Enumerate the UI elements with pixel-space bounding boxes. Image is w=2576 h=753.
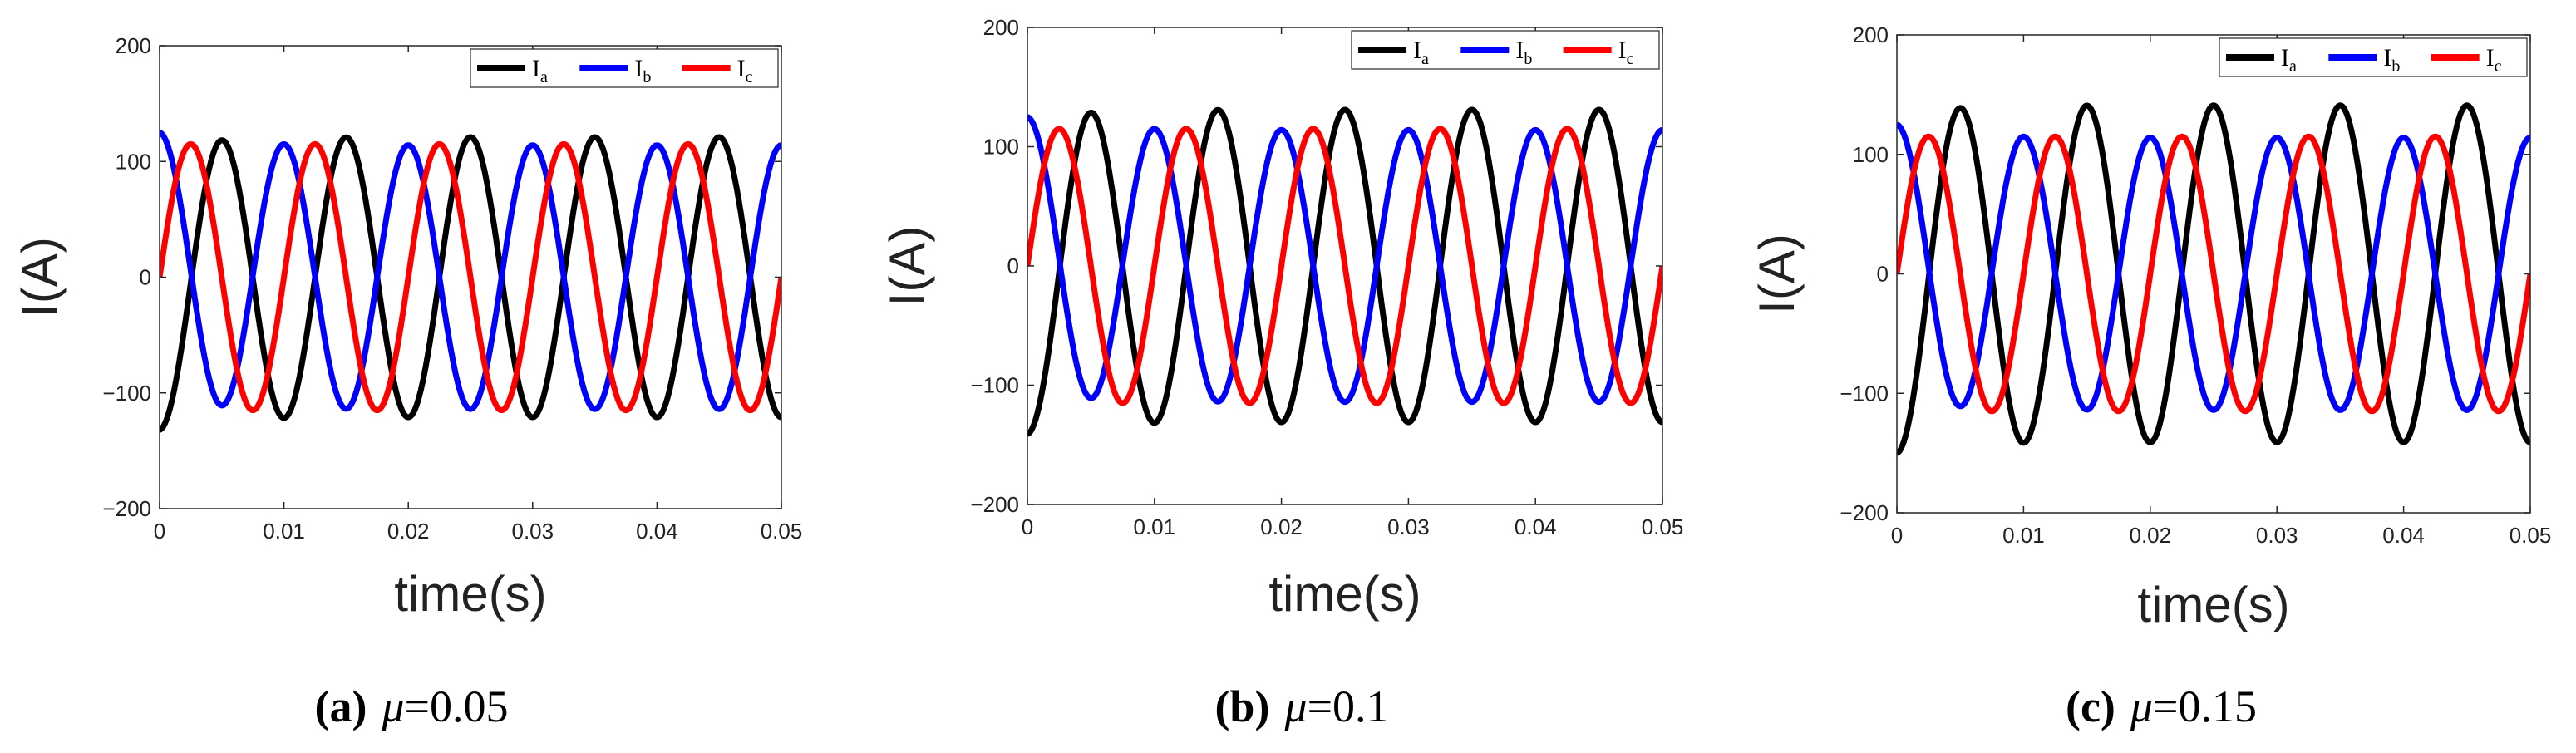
- chart-b: 0 0.01 0.02 0.03 0.04 0.05 −200 −100 0 100 200 time…: [879, 15, 1683, 622]
- x-tick-label-b: 0.05: [1642, 514, 1684, 539]
- legend-label-c-ic: Ic: [2486, 44, 2502, 76]
- legend-label-a-ic: Ic: [737, 55, 753, 86]
- x-tick-label-a: 0: [154, 519, 165, 544]
- legend-label-c-ia: Ia: [2281, 44, 2297, 76]
- chart-c: 0 0.01 0.02 0.03 0.04 0.05 −200 −100 0 100 200 time…: [1749, 22, 2551, 632]
- x-tick-label-b: 0: [1022, 514, 1033, 539]
- y-tick-label-a: 100: [116, 149, 151, 174]
- y-tick-label-a: −200: [102, 496, 151, 521]
- y-tick-label-b: −200: [970, 492, 1019, 517]
- legend-label-b-ib: Ib: [1515, 37, 1532, 68]
- y-tick-label-a: 200: [116, 33, 151, 58]
- x-tick-label-c: 0: [1891, 523, 1903, 548]
- x-tick-label-c: 0.02: [2129, 523, 2171, 548]
- legend-a: Ia Ib Ic: [470, 48, 779, 88]
- legend-label-c-ib: Ib: [2383, 44, 2400, 76]
- x-tick-label-a: 0.05: [761, 519, 803, 544]
- y-tick-label-b: −100: [970, 373, 1019, 398]
- panel-a: 0 0.01 0.02 0.03 0.04 0.05 −200 −100 0 100 200 time…: [12, 33, 802, 731]
- y-tick-label-c: −200: [1840, 500, 1889, 525]
- x-axis-label-a: time(s): [394, 566, 546, 622]
- x-tick-label-b: 0.03: [1387, 514, 1430, 539]
- y-tick-label-c: 0: [1877, 262, 1889, 287]
- legend-c: Ia Ib Ic: [2219, 37, 2528, 77]
- caption-b: (b) μ=0.1: [1214, 682, 1388, 731]
- x-tick-label-c: 0.04: [2382, 523, 2425, 548]
- series-line-a-ic: [160, 140, 781, 414]
- series-line-c-ia: [1897, 102, 2530, 456]
- x-tick-label-c: 0.03: [2256, 523, 2298, 548]
- x-axis-label-c: time(s): [2137, 577, 2289, 632]
- legend-label-a-ia: Ia: [532, 55, 548, 86]
- x-tick-label-a: 0.04: [636, 519, 678, 544]
- caption-a: (a) μ=0.05: [314, 682, 508, 731]
- series-line-b-ia: [1027, 106, 1662, 437]
- x-tick-label-b: 0.02: [1260, 514, 1303, 539]
- x-tick-label-a: 0.03: [511, 519, 554, 544]
- series-line-b-ib: [1027, 114, 1662, 406]
- chart-a: 0 0.01 0.02 0.03 0.04 0.05 −200 −100 0 100 200 time…: [12, 33, 802, 622]
- y-axis-label-b: I(A): [879, 226, 935, 307]
- panel-b: 0 0.01 0.02 0.03 0.04 0.05 −200 −100 0 100 200 time…: [879, 15, 1683, 731]
- y-axis-label-a: I(A): [12, 237, 67, 317]
- x-tick-label-c: 0.05: [2510, 523, 2552, 548]
- series-line-c-ic: [1897, 133, 2530, 415]
- y-tick-label-b: 200: [983, 15, 1019, 40]
- legend-b: Ia Ib Ic: [1351, 30, 1660, 70]
- legend-label-b-ia: Ia: [1413, 37, 1429, 68]
- y-tick-label-a: −100: [102, 381, 151, 406]
- x-tick-label-b: 0.01: [1133, 514, 1175, 539]
- y-tick-label-a: 0: [140, 265, 151, 290]
- legend-label-b-ic: Ic: [1618, 37, 1634, 68]
- series-line-a-ia: [160, 134, 781, 433]
- caption-c: (c) μ=0.15: [2066, 682, 2257, 731]
- x-tick-label-b: 0.04: [1515, 514, 1557, 539]
- y-tick-label-b: 0: [1007, 253, 1019, 278]
- series-line-a-ib: [160, 130, 781, 412]
- panel-c: 0 0.01 0.02 0.03 0.04 0.05 −200 −100 0 100 200 time…: [1749, 22, 2551, 731]
- y-tick-label-b: 100: [983, 135, 1019, 160]
- series-line-b-ic: [1027, 126, 1662, 406]
- y-tick-label-c: 200: [1853, 22, 1889, 47]
- y-tick-label-c: 100: [1853, 142, 1889, 167]
- x-tick-label-c: 0.01: [2002, 523, 2045, 548]
- x-tick-label-a: 0.02: [387, 519, 430, 544]
- legend-label-a-ib: Ib: [634, 55, 651, 86]
- y-axis-label-c: I(A): [1749, 234, 1805, 314]
- series-line-c-ib: [1897, 121, 2530, 413]
- y-tick-label-c: −100: [1840, 381, 1889, 406]
- x-tick-label-a: 0.01: [263, 519, 305, 544]
- x-axis-label-b: time(s): [1268, 566, 1421, 622]
